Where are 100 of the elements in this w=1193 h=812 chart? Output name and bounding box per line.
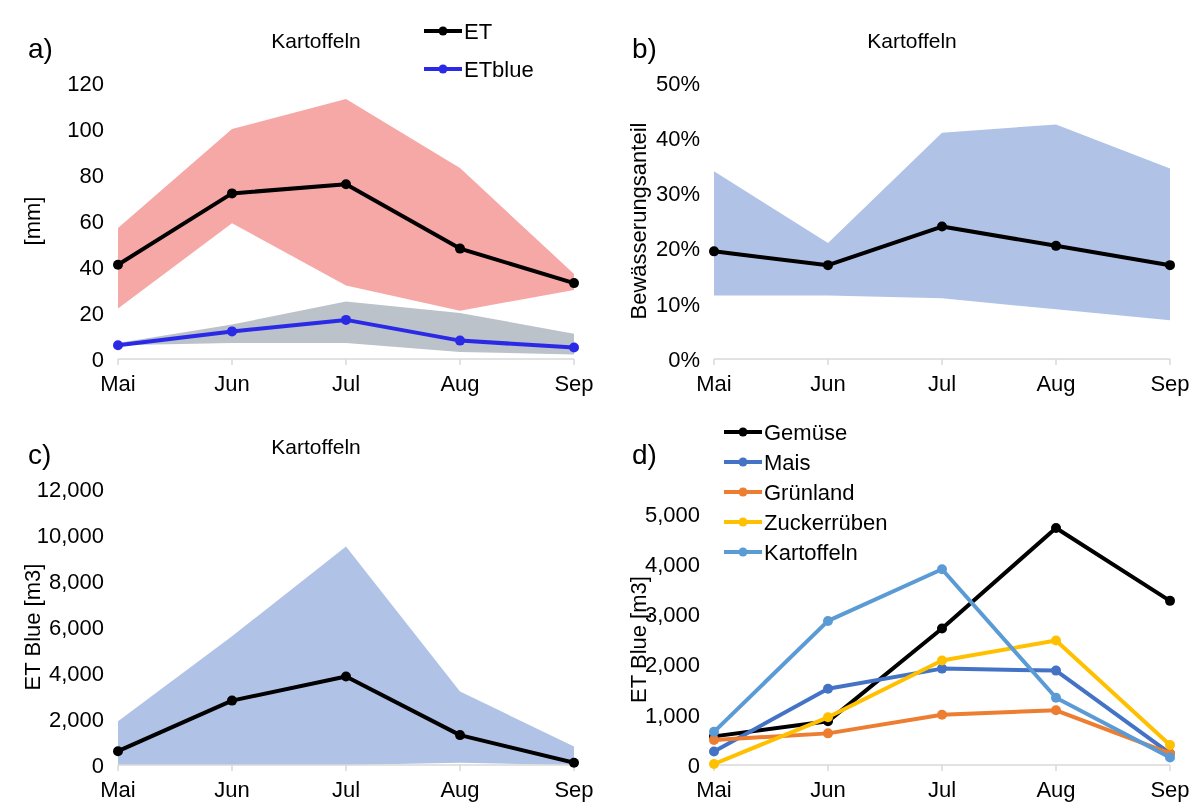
point [341, 179, 351, 190]
point [709, 726, 719, 737]
y-tick-label: 40 [79, 254, 104, 280]
x-tick-label: Jul [331, 371, 361, 396]
point [1051, 635, 1061, 646]
text: b) [632, 33, 657, 64]
x-tick-label: Jul [927, 777, 957, 802]
x-tick-label: Aug [1036, 777, 1076, 802]
y-tick-label: 6,000 [48, 614, 104, 640]
x-tick-label: Aug [440, 371, 480, 396]
point [227, 326, 237, 337]
y-tick-label: 0 [91, 752, 104, 778]
y-tick-label: 30% [655, 181, 700, 207]
point [709, 246, 719, 257]
point [113, 340, 123, 351]
x-tick-label: Mai [100, 371, 136, 396]
legend-label: Grünland [764, 480, 855, 505]
y-tick-label: 5,000 [644, 501, 700, 527]
y-axis-title: Bewässerungsanteil [626, 122, 651, 320]
y-tick-label: 12,000 [36, 476, 104, 502]
y-axis-title: ET Blue [m3] [20, 563, 45, 691]
point [455, 335, 465, 346]
x-tick-label: Jun [810, 777, 846, 802]
point [341, 314, 351, 325]
point [341, 671, 351, 682]
x-tick-label: Sep [554, 371, 594, 396]
y-tick-label: 0% [668, 346, 700, 372]
y-tick-label: 0 [687, 752, 700, 778]
legend-label: ET [464, 19, 493, 44]
y-tick-label: 4,000 [48, 660, 104, 686]
point [937, 655, 947, 666]
legend-label: Gemüse [764, 420, 848, 445]
text: c) [28, 439, 52, 470]
point [823, 712, 833, 723]
point [455, 243, 465, 254]
x-tick-label: Jul [927, 371, 957, 396]
text: d) [632, 439, 657, 470]
x-tick-label: Mai [100, 777, 136, 802]
legend-label: Kartoffeln [764, 540, 858, 565]
x-tick-label: Sep [1150, 371, 1190, 396]
legend-label: Mais [764, 450, 811, 475]
point [569, 342, 579, 353]
legend-label: ETblue [464, 57, 534, 82]
x-tick-label: Aug [1036, 371, 1076, 396]
chart-title: Kartoffeln [271, 29, 361, 52]
point [569, 278, 579, 289]
x-tick-label: Mai [696, 371, 732, 396]
point [1165, 739, 1175, 750]
y-tick-label: 0 [91, 346, 104, 372]
point [937, 221, 947, 232]
point [1165, 595, 1175, 606]
point [709, 746, 719, 757]
point [937, 623, 947, 634]
x-tick-label: Jul [331, 777, 361, 802]
chart-title: Kartoffeln [867, 29, 957, 52]
point [227, 188, 237, 199]
y-tick-label: 100 [67, 116, 104, 142]
y-tick-label: 2,000 [48, 706, 104, 732]
x-tick-label: Jun [214, 777, 250, 802]
y-tick-label: 8,000 [48, 568, 104, 594]
y-tick-label: 20% [655, 236, 700, 262]
y-tick-label: 4,000 [644, 551, 700, 577]
x-tick-label: Aug [440, 777, 480, 802]
x-tick-label: Mai [696, 777, 732, 802]
x-tick-label: Jun [810, 371, 846, 396]
y-tick-label: 40% [655, 125, 700, 151]
y-axis-title: [mm] [20, 196, 45, 246]
y-tick-label: 120 [67, 70, 104, 96]
point [937, 709, 947, 720]
x-tick-label: Sep [1150, 777, 1190, 802]
text: a) [28, 33, 53, 64]
point [1051, 665, 1061, 676]
y-tick-label: 20 [79, 300, 104, 326]
point [823, 728, 833, 739]
x-tick-label: Sep [554, 777, 594, 802]
point [937, 663, 947, 674]
y-tick-label: 60 [79, 208, 104, 234]
point [937, 564, 947, 575]
point [823, 615, 833, 626]
point [1051, 705, 1061, 716]
point [823, 683, 833, 694]
chart-title: Kartoffeln [271, 435, 361, 458]
point [227, 695, 237, 706]
point [823, 260, 833, 271]
y-tick-label: 10% [655, 291, 700, 317]
point [569, 757, 579, 768]
point [1051, 523, 1061, 534]
point [1051, 240, 1061, 251]
y-tick-label: 10,000 [36, 522, 104, 548]
point [455, 730, 465, 741]
y-tick-label: 80 [79, 162, 104, 188]
point [1165, 752, 1175, 763]
legend-label: Zuckerrüben [764, 510, 888, 535]
x-tick-label: Jun [214, 371, 250, 396]
point [113, 259, 123, 270]
y-tick-label: 1,000 [644, 702, 700, 728]
point [113, 746, 123, 757]
point [1165, 260, 1175, 271]
point [1051, 692, 1061, 703]
y-tick-label: 50% [655, 70, 700, 96]
